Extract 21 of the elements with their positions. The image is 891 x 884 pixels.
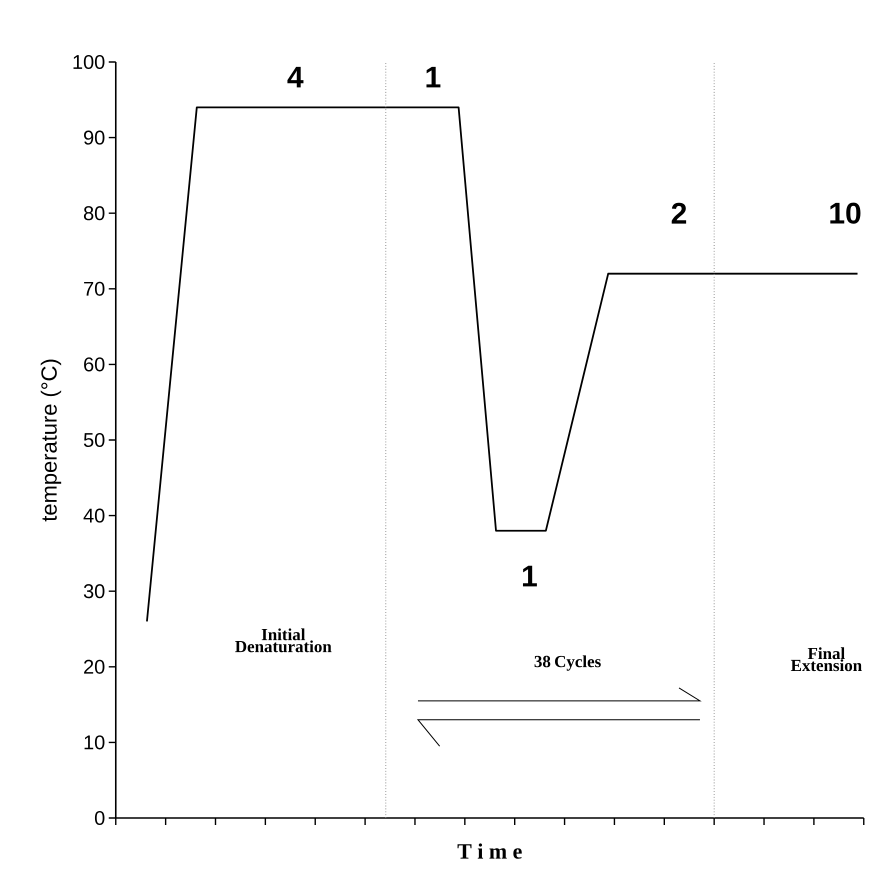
- y-tick-label: 20: [84, 660, 104, 674]
- y-tick-label: 90: [84, 130, 104, 145]
- annotation: Final Extension: [790, 647, 862, 672]
- annotation: 4: [287, 66, 304, 88]
- annotation: Initial Denaturation: [235, 628, 332, 652]
- y-tick-label: 70: [84, 282, 104, 296]
- x-axis-title: T i m e: [458, 843, 522, 859]
- y-tick-label: 40: [84, 508, 104, 523]
- y-tick-label: 100: [74, 54, 104, 70]
- y-tick-label: 60: [84, 357, 104, 372]
- y-tick-label: 30: [84, 584, 104, 598]
- annotation: 1: [426, 66, 440, 88]
- y-tick-label: 50: [84, 432, 104, 448]
- y-axis-title: temperature (°C): [40, 360, 62, 522]
- y-tick-label: 80: [84, 206, 104, 220]
- y-tick-label: 10: [84, 735, 104, 750]
- annotation: 2: [672, 202, 686, 224]
- y-tick-label: 0: [94, 810, 104, 826]
- annotation: 1: [522, 566, 537, 586]
- annotation: 38 Cycles: [534, 655, 601, 671]
- annotation: 10: [830, 202, 860, 224]
